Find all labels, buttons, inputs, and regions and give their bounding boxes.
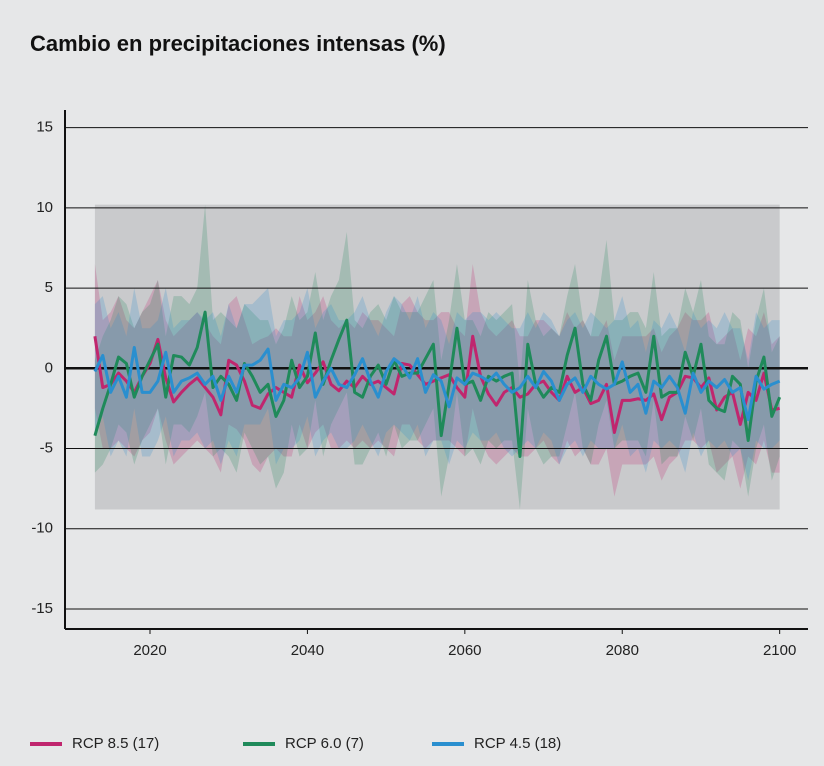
legend-label: RCP 8.5 (17): [72, 735, 159, 752]
legend-label: RCP 4.5 (18): [474, 735, 561, 752]
y-tick-label: 15: [36, 119, 53, 136]
legend-label: RCP 6.0 (7): [285, 735, 364, 752]
y-tick-label: -15: [31, 600, 53, 617]
x-tick-label: 2100: [763, 642, 796, 659]
y-tick-label: 5: [45, 279, 53, 296]
series-line: [93, 345, 781, 422]
x-tick-label: 2040: [291, 642, 324, 659]
x-tick-label: 2080: [606, 642, 639, 659]
series-line: [93, 310, 782, 459]
y-tick-label: 10: [36, 199, 53, 216]
x-tick-label: 2060: [448, 642, 481, 659]
range-band: [94, 204, 780, 510]
y-tick-label: 0: [45, 359, 53, 376]
y-tick-label: -10: [31, 520, 53, 537]
x-tick-label: 2020: [133, 642, 166, 659]
chart-title: Cambio en precipitaciones intensas (%): [30, 31, 446, 56]
y-tick-label: -5: [40, 439, 53, 456]
